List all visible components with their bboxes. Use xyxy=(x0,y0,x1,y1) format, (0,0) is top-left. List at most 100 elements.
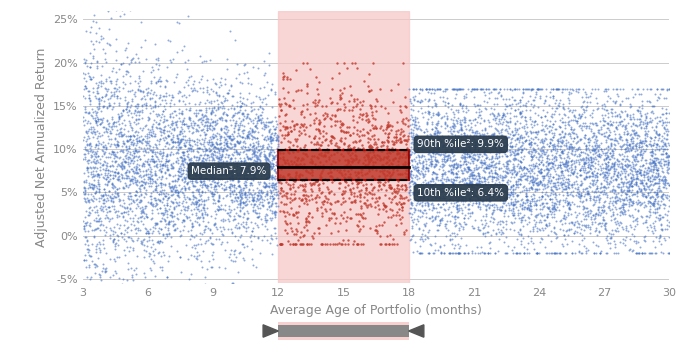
Point xyxy=(589,197,600,203)
Point xyxy=(466,202,477,208)
Point xyxy=(181,174,192,179)
Point xyxy=(481,206,492,212)
Point xyxy=(636,250,647,256)
Point xyxy=(208,109,219,115)
Point xyxy=(488,188,499,194)
Point xyxy=(470,144,481,150)
Point xyxy=(473,173,484,179)
Point xyxy=(393,189,404,194)
Point xyxy=(259,223,270,229)
Point xyxy=(233,183,244,189)
Point xyxy=(269,214,280,220)
Point xyxy=(396,195,407,201)
Point xyxy=(655,173,666,179)
Point xyxy=(509,125,520,131)
Point xyxy=(639,138,650,144)
Point xyxy=(615,204,627,210)
Point xyxy=(433,86,444,92)
Point xyxy=(384,147,395,152)
Point xyxy=(256,190,267,196)
Point xyxy=(458,158,469,164)
Point xyxy=(152,66,164,72)
Point xyxy=(482,163,493,169)
Point xyxy=(322,199,333,205)
Point xyxy=(162,225,173,231)
Point xyxy=(212,136,223,141)
Point xyxy=(473,112,484,118)
Point xyxy=(624,187,635,193)
Point xyxy=(226,105,237,111)
Point xyxy=(538,227,549,233)
Point xyxy=(236,168,247,174)
Point xyxy=(638,150,649,156)
Point xyxy=(500,172,511,177)
Point xyxy=(91,30,102,36)
Point xyxy=(519,183,530,189)
Point xyxy=(228,130,239,135)
Point xyxy=(90,142,101,148)
Point xyxy=(88,218,99,223)
Point xyxy=(613,197,624,203)
Point xyxy=(526,86,538,91)
Point xyxy=(299,127,310,133)
Point xyxy=(424,215,435,221)
Point xyxy=(139,190,150,195)
Point xyxy=(183,137,194,143)
Point xyxy=(135,199,146,205)
Point xyxy=(543,205,554,210)
Point xyxy=(342,241,353,247)
Point xyxy=(385,215,396,220)
Point xyxy=(566,144,578,150)
Point xyxy=(346,177,357,183)
Point xyxy=(573,145,584,151)
Point xyxy=(173,131,184,137)
Point xyxy=(427,202,438,208)
Point xyxy=(588,216,599,222)
Point xyxy=(125,133,136,139)
Point xyxy=(589,132,600,138)
Point xyxy=(628,161,639,167)
Point xyxy=(508,166,519,171)
Point xyxy=(589,228,600,233)
Point xyxy=(660,185,671,191)
Point xyxy=(567,87,578,93)
Point xyxy=(183,172,194,178)
Point xyxy=(469,152,480,158)
Point xyxy=(99,98,110,104)
Point xyxy=(535,148,546,153)
Point xyxy=(562,189,573,195)
Point xyxy=(124,178,135,183)
Point xyxy=(466,170,477,176)
Point xyxy=(617,196,628,202)
Point xyxy=(338,122,349,127)
Point xyxy=(404,181,415,186)
Point xyxy=(231,163,242,169)
Point xyxy=(159,124,170,130)
Point xyxy=(102,8,113,14)
Point xyxy=(334,96,345,102)
Point xyxy=(103,178,114,184)
Point xyxy=(267,137,278,142)
Point xyxy=(580,209,591,215)
Point xyxy=(506,129,518,134)
Point xyxy=(526,121,537,127)
Point xyxy=(605,164,616,169)
Point xyxy=(633,239,644,245)
Point xyxy=(495,204,506,210)
Point xyxy=(528,170,539,176)
Point xyxy=(175,4,186,9)
Point xyxy=(546,149,557,154)
Point xyxy=(426,187,437,193)
Point xyxy=(504,195,515,200)
Point xyxy=(283,138,294,144)
Point xyxy=(368,136,380,142)
Point xyxy=(654,216,665,222)
Point xyxy=(208,155,219,161)
Point xyxy=(590,213,601,218)
Point xyxy=(539,173,550,179)
Point xyxy=(512,170,523,176)
Point xyxy=(549,132,560,138)
Point xyxy=(193,110,204,115)
Point xyxy=(484,139,495,145)
Point xyxy=(281,221,292,227)
